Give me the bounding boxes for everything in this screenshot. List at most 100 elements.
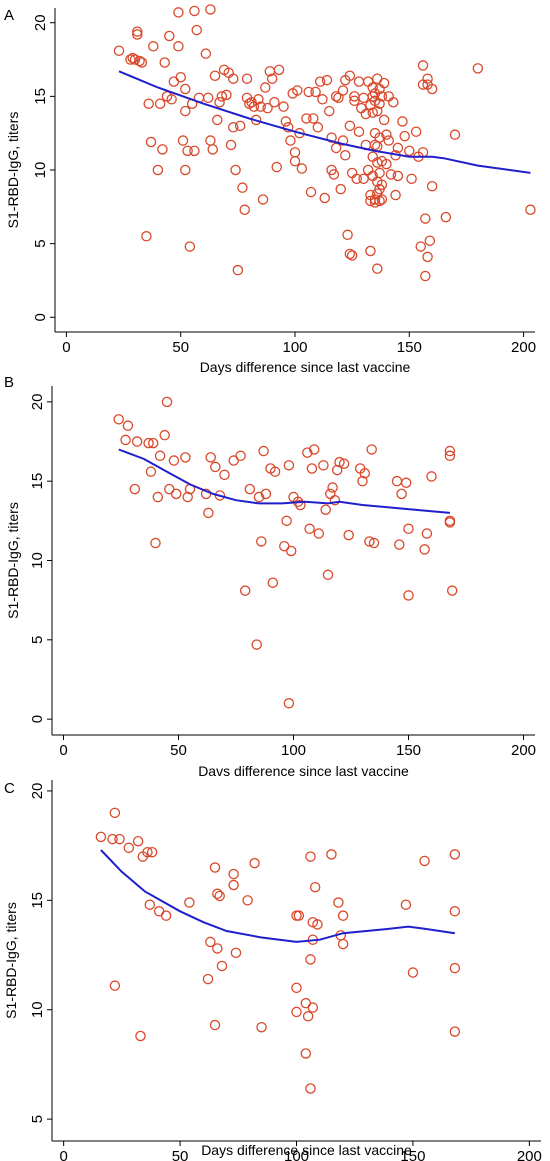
data-point [362,164,374,176]
data-point [200,48,212,59]
data-point [444,515,456,527]
data-point [392,170,404,182]
data-point [132,26,143,37]
data-point [390,189,401,201]
data-point [269,97,280,108]
data-point [244,483,256,495]
data-point [424,235,436,246]
data-point [248,101,260,112]
data-point [449,962,461,974]
data-point [219,469,230,481]
data-point [153,906,165,917]
data-point [114,833,125,845]
data-point [372,73,383,84]
data-point [148,41,159,52]
data-point [207,144,218,155]
data-point [344,70,356,81]
data-point [388,97,399,108]
data-point [333,897,344,908]
data-point [273,64,285,76]
data-point [472,63,484,74]
panel-c: 0 50 100 150 200 5 10 15 20 S1-RBD-IgG, titers Day… [3,780,542,1161]
x-tick-label: 200 [517,1148,542,1161]
data-point [131,436,143,447]
data-point [356,102,367,114]
data-point [127,52,138,64]
data-point [406,173,417,185]
data-point [404,145,415,157]
data-point [419,855,430,867]
data-point [180,164,191,176]
data-point [230,164,241,176]
data-point [385,169,397,180]
data-point [364,536,375,547]
data-point [392,142,404,154]
data-point [374,98,385,109]
data-point [367,107,378,118]
data-point [122,420,134,431]
data-point [319,192,330,204]
data-point [326,849,337,860]
data-point [337,135,349,146]
data-point [212,943,223,954]
data-point [305,851,316,862]
data-point [152,491,164,503]
data-point [135,1030,146,1042]
data-point [378,77,390,89]
y-tick-label: 15 [32,88,49,105]
data-point [266,73,278,84]
data-point [262,102,273,114]
data-point [142,846,153,858]
data-point [271,161,282,173]
data-point [326,132,337,143]
panel-a: 0 50 100 150 200 0 5 10 15 20 S1-RBD-IgG, titers Da… [4,4,536,375]
data-point [318,460,329,471]
data-point [214,890,225,902]
y-tick-label: 5 [32,239,49,247]
data-point [337,910,349,921]
data-point [410,126,422,137]
data-point [333,92,344,104]
data-point [180,452,191,463]
data-point [325,488,336,500]
y-tick-label: 20 [32,14,49,31]
data-point [134,55,145,67]
data-point [205,452,216,463]
data-point [324,105,335,117]
panel-b: 0 50 100 150 200 0 5 10 15 20 S1-RBD-IgG, titers Da… [4,374,536,779]
data-point [136,57,148,68]
y-axis-label: S1-RBD-IgG, titers [3,902,19,1019]
data-point [95,831,107,843]
data-point [293,910,305,921]
data-point [209,70,221,81]
data-point [210,461,221,473]
data-point [257,194,269,205]
data-point [449,849,461,860]
data-point [374,167,385,179]
data-point [367,151,378,162]
data-point [400,477,412,489]
data-point [239,204,250,216]
data-point [191,24,202,36]
data-point [177,135,189,146]
y-tick-label: 15 [29,892,46,909]
y-tick-label: 0 [32,313,49,321]
data-point [420,213,431,224]
data-point [338,458,350,469]
data-point [449,1026,461,1037]
data-point [180,105,191,117]
data-point [209,1019,221,1031]
x-tick-label: 50 [170,742,187,759]
data-point [228,455,239,466]
data-point [159,429,170,441]
data-point [255,101,266,112]
data-point [225,139,237,151]
data-point [329,494,341,506]
data-point [283,460,295,471]
y-tick-label: 10 [29,552,46,569]
data-point [349,95,360,107]
data-point [175,71,186,83]
data-point [209,862,221,873]
data-point [360,108,372,120]
data-point [305,186,317,198]
